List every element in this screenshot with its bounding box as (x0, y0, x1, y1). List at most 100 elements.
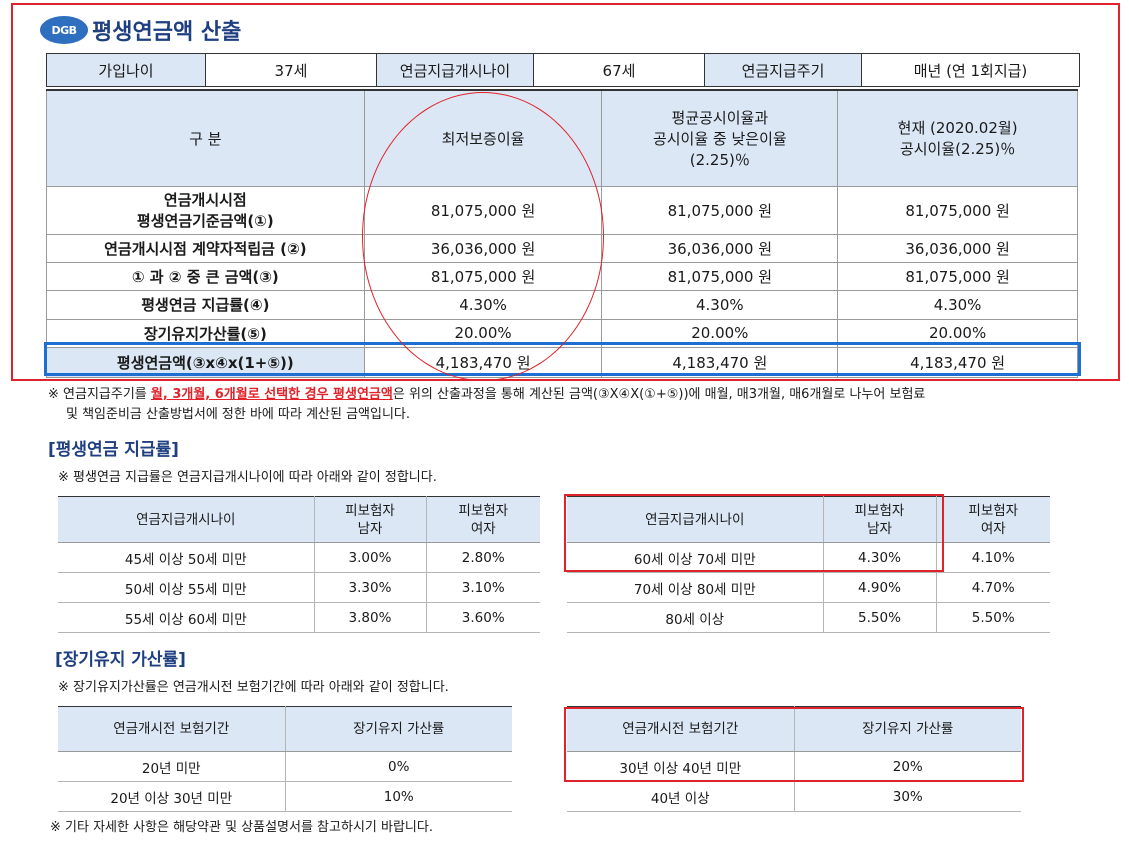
period-cell: 20년 미만 (58, 751, 285, 782)
header-male: 피보험자 남자 (313, 496, 426, 543)
table-row: 80세 이상 5.50% 5.50% (567, 602, 1050, 633)
bonus-rate: 20% (793, 751, 1021, 782)
cell-value: 36,036,000 원 (601, 233, 839, 263)
age-cell: 55세 이상 60세 미만 (58, 602, 314, 633)
rate-section-title: [평생연금 지급률] (48, 440, 179, 460)
row-label-line1: 연금개시시점 (163, 191, 247, 209)
male-rate: 5.50% (822, 602, 936, 633)
row-label: 평생연금액(③x④x(1+⑤)) (46, 346, 365, 378)
highlight-frame-calculation (11, 3, 1120, 381)
cell-value: 4.30% (837, 289, 1078, 320)
calculation-note-line1: ※ 연금지급주기를 월, 3개월, 6개월로 선택한 경우 평생연금액은 위의 … (48, 385, 1108, 405)
note-highlight: 월, 3개월, 6개월로 선택한 경우 평생연금액 (150, 387, 393, 402)
result-row: 평생연금액(③x④x(1+⑤)) 4,183,470 원 4,183,470 원… (46, 346, 1078, 378)
highlight-ellipse-min-guarantee (362, 92, 604, 381)
start-age-label: 연금지급개시나이 (377, 54, 534, 86)
header-male-line2: 남자 (867, 520, 892, 537)
table-row: 60세 이상 70세 미만 4.30% 4.10% (567, 542, 1050, 573)
header-male-line1: 피보험자 (854, 502, 905, 519)
bonus-table-right: 연금개시전 보험기간 장기유지 가산률 30년 이상 40년 미만 20% 40… (567, 706, 1021, 812)
table-row: 70세 이상 80세 미만 4.90% 4.70% (567, 572, 1050, 603)
summary-row: 가입나이 37세 연금지급개시나이 67세 연금지급주기 매년 (연 1회지급) (46, 53, 1080, 87)
row-label: ① 과 ② 중 큰 금액(③) (46, 261, 365, 291)
header-age: 연금지급개시나이 (567, 496, 823, 543)
bonus-rate: 10% (284, 781, 512, 812)
age-cell: 50세 이상 55세 미만 (58, 572, 314, 603)
table-row: 50세 이상 55세 미만 3.30% 3.10% (58, 572, 540, 603)
page-title: 평생연금액 산출 (92, 20, 242, 45)
row-label: 평생연금 지급률(④) (46, 289, 365, 320)
calculation-note-line2: 및 책임준비금 산출방법서에 정한 바에 따라 계산된 금액입니다. (66, 407, 411, 422)
cycle-value: 매년 (연 1회지급) (913, 61, 1028, 80)
row-label: 연금개시시점 평생연금기준금액(①) (46, 185, 365, 235)
header-bonus-rate: 장기유지 가산률 (793, 706, 1021, 752)
table-row: 30년 이상 40년 미만 20% (567, 751, 1021, 782)
header-male: 피보험자 남자 (822, 496, 936, 543)
highlight-frame-result (44, 342, 1081, 376)
footer-note: ※ 기타 자세한 사항은 해당약관 및 상품설명서를 참고하시기 바랍니다. (50, 820, 433, 835)
rate-table-left: 연금지급개시나이 피보험자 남자 피보험자 여자 45세 이상 50세 미만 3.0… (58, 496, 540, 633)
rate-header-row: 연금지급개시나이 피보험자 남자 피보험자 여자 (58, 496, 540, 543)
header-female-line2: 여자 (980, 520, 1006, 537)
female-rate: 3.60% (425, 602, 540, 633)
cell-value: 81,075,000 원 (837, 261, 1078, 291)
age-cell: 60세 이상 70세 미만 (567, 542, 823, 573)
header-lower-rate: 평균공시이율과 공시이율 중 낮은이율 (2.25)％ (601, 89, 839, 187)
cell-value: 4,183,470 원 (601, 346, 839, 378)
header-female: 피보험자 여자 (425, 496, 540, 543)
dgb-logo: DGB (40, 16, 88, 44)
header-male-line1: 피보험자 (345, 502, 395, 519)
start-age-value: 67세 (534, 54, 705, 86)
male-rate: 3.80% (313, 602, 426, 633)
header-female: 피보험자 여자 (935, 496, 1050, 543)
age-cell: 45세 이상 50세 미만 (58, 542, 314, 573)
header-current-rate-line1: 현재 (2020.02월) (897, 119, 1018, 138)
table-row: 45세 이상 50세 미만 3.00% 2.80% (58, 542, 540, 573)
bonus-table-left: 연금개시전 보험기간 장기유지 가산률 20년 미만 0% 20년 이상 30년… (58, 706, 512, 812)
male-rate: 3.00% (313, 542, 426, 573)
note-prefix: ※ 연금지급주기를 (48, 387, 151, 402)
bonus-rate: 0% (284, 751, 512, 782)
female-rate: 4.70% (935, 572, 1050, 603)
bonus-section-title: [장기유지 가산률] (55, 650, 186, 670)
bonus-header-row: 연금개시전 보험기간 장기유지 가산률 (58, 706, 512, 752)
cell-value: 81,075,000 원 (601, 185, 839, 235)
male-rate: 4.90% (822, 572, 936, 603)
female-rate: 4.10% (935, 542, 1050, 573)
header-female-line1: 피보험자 (968, 502, 1019, 519)
cell-value: 81,075,000 원 (601, 261, 839, 291)
bonus-section-note: ※ 장기유지가산률은 연금개시전 보험기간에 따라 아래와 같이 정합니다. (58, 680, 449, 695)
cell-value: 36,036,000 원 (837, 233, 1078, 263)
header-lower-rate-line2: 공시이율 중 낮은이율 (652, 129, 787, 148)
header-female-line2: 여자 (470, 520, 496, 537)
header-age: 연금지급개시나이 (58, 496, 314, 543)
header-current-rate: 현재 (2020.02월) 공시이율(2.25)％ (837, 89, 1078, 187)
header-current-rate-line2: 공시이율(2.25)％ (899, 140, 1016, 159)
highlight-box-bonus (564, 707, 1024, 782)
header-male-line2: 남자 (357, 520, 383, 537)
cell-value: 4,183,470 원 (837, 346, 1078, 378)
period-cell: 40년 이상 (567, 781, 794, 812)
row-label-line2: 평생연금기준금액(①) (136, 212, 274, 230)
cell-value: 4.30% (601, 289, 839, 320)
calculation-note: ※ 연금지급주기를 월, 3개월, 6개월로 선택한 경우 평생연금액은 위의 … (48, 385, 1108, 425)
row-label: 연금개시시점 계약자적립금 (②) (46, 233, 365, 263)
highlight-box-rate (564, 494, 944, 572)
age-cell: 80세 이상 (567, 602, 823, 633)
table-row: 20년 이상 30년 미만 10% (58, 781, 512, 812)
period-cell: 30년 이상 40년 미만 (567, 751, 794, 782)
age-cell: 70세 이상 80세 미만 (567, 572, 823, 603)
join-age-label: 가입나이 (47, 54, 206, 86)
bonus-header-row: 연금개시전 보험기간 장기유지 가산률 (567, 706, 1021, 752)
rate-table-right: 연금지급개시나이 피보험자 남자 피보험자 여자 60세 이상 70세 미만 4.3… (567, 496, 1050, 633)
header-lower-rate-line3: (2.25)％ (689, 150, 750, 169)
rate-header-row: 연금지급개시나이 피보험자 남자 피보험자 여자 (567, 496, 1050, 543)
female-rate: 3.10% (425, 572, 540, 603)
header-category: 구 분 (46, 89, 365, 187)
female-rate: 2.80% (425, 542, 540, 573)
header-female-line1: 피보험자 (458, 502, 509, 519)
note-suffix: 은 위의 산출과정을 통해 계산된 금액(③X④X(①+⑤))에 매월, 매3개… (392, 387, 926, 402)
female-rate: 5.50% (935, 602, 1050, 633)
cycle-label: 연금지급주기 (705, 54, 862, 86)
table-row: 40년 이상 30% (567, 781, 1021, 812)
